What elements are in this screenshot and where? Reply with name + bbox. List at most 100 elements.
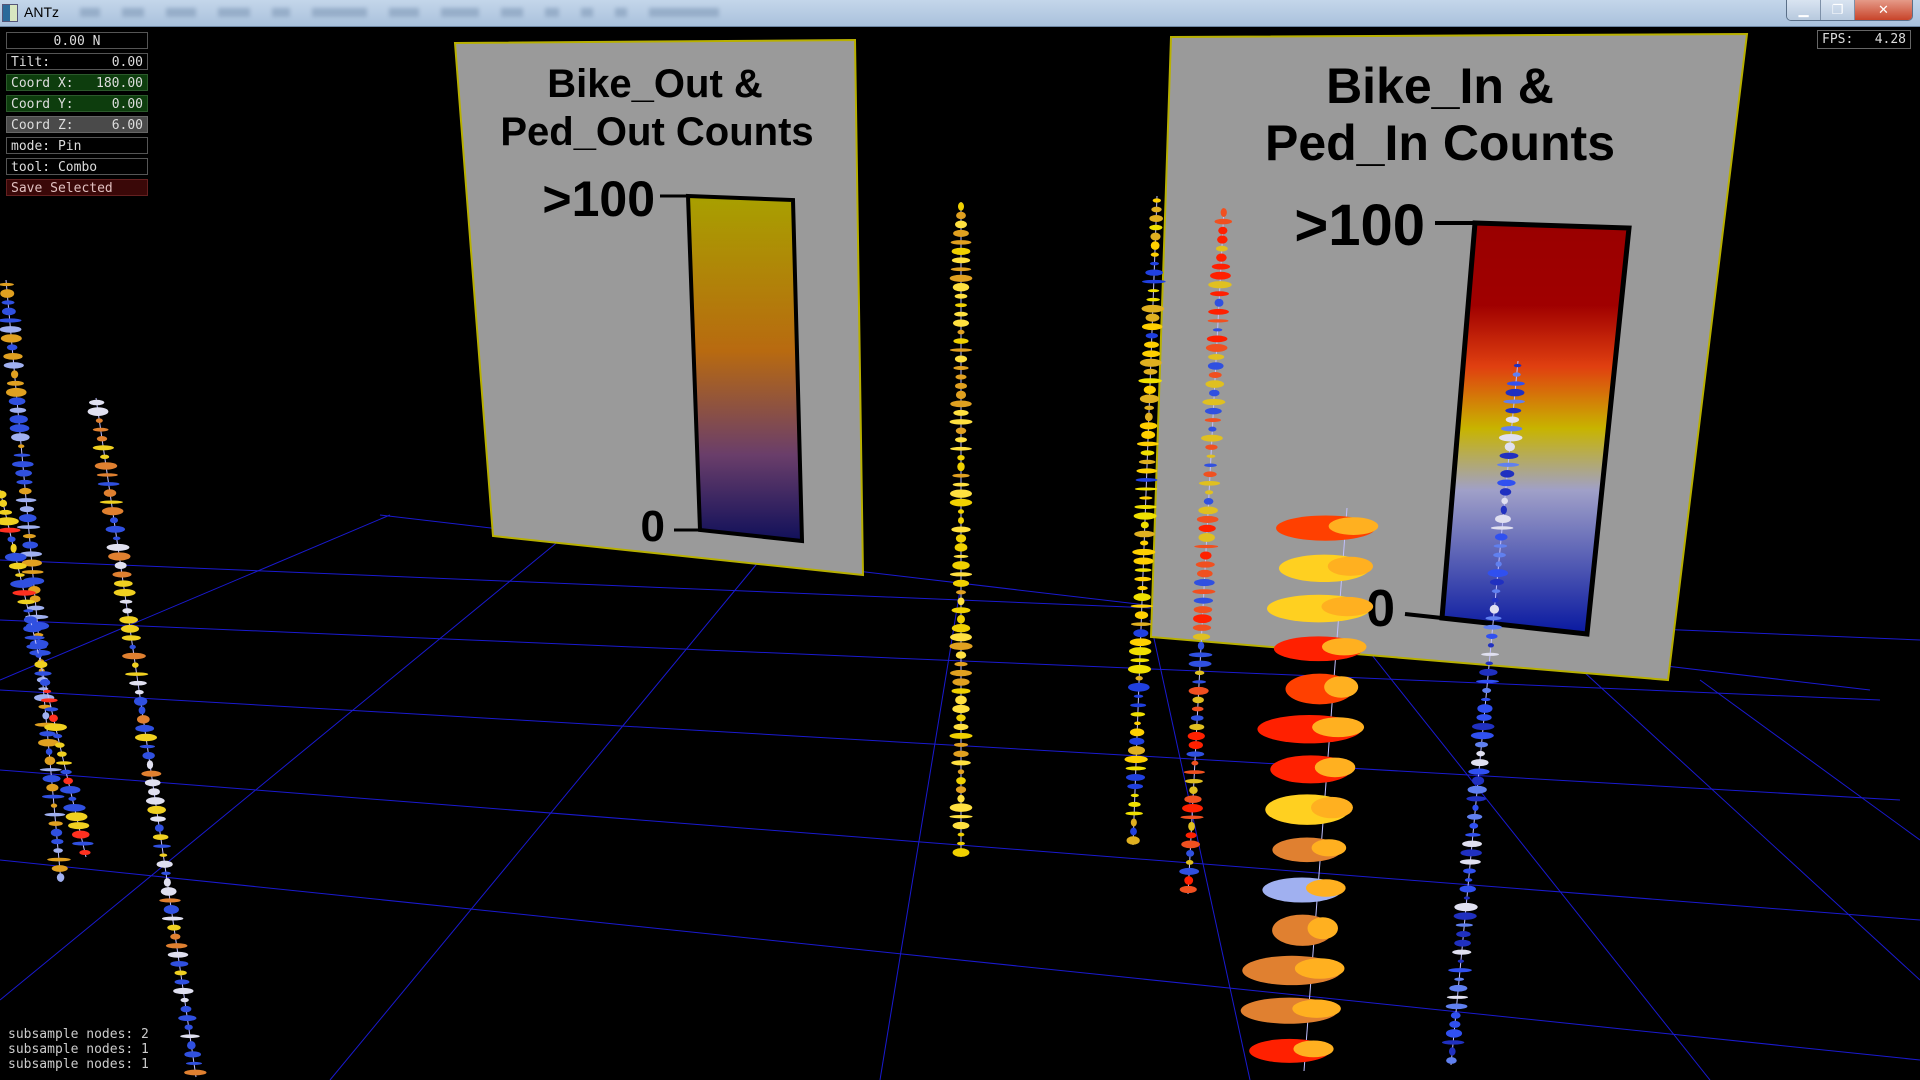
data-node [957,841,965,846]
data-node [26,643,48,650]
data-node [112,571,132,578]
data-node [1189,786,1198,794]
save-selected-button[interactable]: Save Selected [6,179,148,196]
data-node [1205,380,1225,388]
data-node [1197,569,1213,578]
data-node [1445,1029,1463,1038]
data-node [167,951,189,958]
data-node [159,898,181,903]
data-node [955,590,967,595]
tool-indicator[interactable]: tool: Combo [6,158,148,175]
data-node [1460,849,1482,857]
data-node [45,748,53,756]
data-node [184,1069,207,1076]
data-node [1208,371,1222,378]
data-node [1457,959,1465,963]
menu-bar[interactable] [80,8,719,18]
data-node [146,760,154,770]
data-node [957,614,965,624]
data-node [1504,442,1515,452]
data-node [1206,454,1216,458]
minimize-icon: ▁ [1798,2,1809,18]
data-node [1220,208,1227,217]
data-node [1140,450,1155,456]
data-node [1130,712,1146,717]
data-node [174,970,187,976]
data-node [101,507,124,516]
data-node [1125,811,1143,816]
data-node [1134,487,1158,491]
data-node [1192,680,1207,684]
data-node [1470,759,1489,767]
coord-x-readout[interactable]: Coord X: 180.00 [6,74,148,91]
legend-out-title-line2: Ped_Out Counts [500,110,813,154]
data-node [1459,885,1476,893]
data-node [147,805,166,815]
data-node [1208,389,1220,397]
data-node [954,661,968,667]
data-node [1139,394,1160,404]
data-node [954,293,968,299]
data-node [65,812,88,822]
data-node [1486,633,1498,639]
status-line: subsample nodes: 1 [8,1057,149,1072]
data-node [1187,731,1205,741]
minimize-button[interactable]: ▁ [1787,0,1821,20]
data-node [1327,556,1374,576]
data-node [952,579,970,587]
data-node [50,828,63,837]
data-node [956,714,966,722]
data-node [160,887,177,896]
data-node [952,482,970,487]
data-node-columns[interactable] [0,195,1525,1078]
coord-y-readout[interactable]: Coord Y: 0.00 [6,95,148,112]
data-node [1476,750,1485,757]
maximize-button[interactable]: ❐ [1821,0,1855,20]
data-node [1324,676,1359,698]
data-node [1149,215,1163,223]
data-node [53,734,63,739]
data-node [1188,686,1209,695]
data-node [1125,773,1146,781]
coord-z-readout[interactable]: Coord Z: 6.00 [6,116,148,133]
data-node [1145,313,1160,322]
data-node [1293,1040,1334,1058]
data-node [1149,261,1160,266]
mode-indicator[interactable]: mode: Pin [6,137,148,154]
status-line: subsample nodes: 2 [8,1027,149,1042]
data-node [1152,198,1162,203]
data-node [1450,1011,1461,1019]
data-node [1184,795,1202,803]
data-node [1497,462,1520,467]
data-node [54,742,65,748]
data-node [1198,506,1218,515]
data-node [1127,664,1152,674]
data-node [22,541,39,549]
data-node [1129,737,1145,745]
data-node [10,580,34,588]
data-node [1214,298,1224,307]
data-node [114,580,133,587]
3d-viewport[interactable]: Bike_Out & Ped_Out Counts >100 0 Bike_In… [0,27,1920,1080]
data-node [122,608,133,614]
data-node [1491,589,1501,594]
close-button[interactable]: ✕ [1855,0,1912,20]
grid-line [0,689,1901,801]
data-node [1125,766,1147,771]
data-node [1463,868,1476,874]
window-title: ANTz [24,4,59,20]
data-node [132,662,139,668]
data-node [1204,463,1217,468]
data-node [1138,459,1156,465]
data-node [1134,576,1152,582]
data-node [38,687,49,691]
data-node [178,1015,197,1022]
data-node [1198,533,1215,542]
data-node [1138,378,1162,384]
data-node [1201,434,1223,442]
data-node [1495,561,1502,567]
data-node [0,289,15,298]
data-node [1453,912,1477,920]
data-node [1321,638,1367,656]
data-node [0,490,7,499]
